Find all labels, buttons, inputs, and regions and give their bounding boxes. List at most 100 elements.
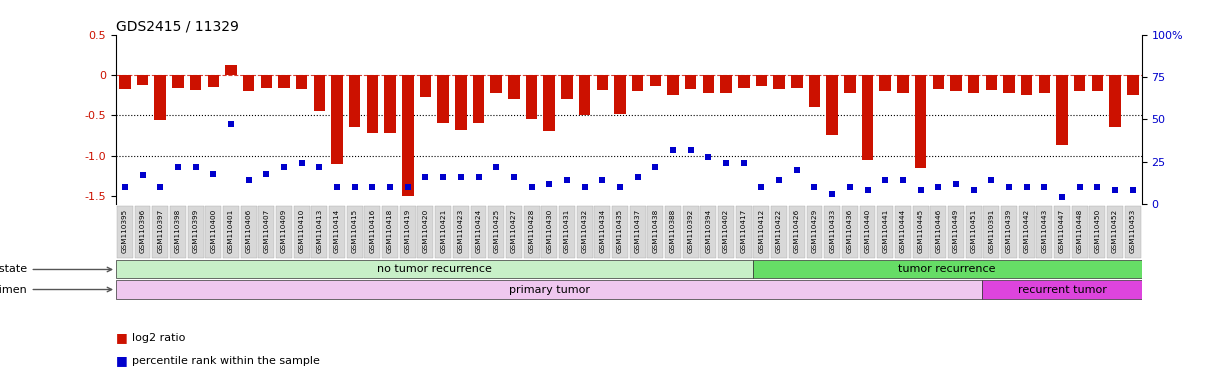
Bar	[614, 75, 625, 114]
FancyBboxPatch shape	[701, 206, 717, 258]
Text: GSM110388: GSM110388	[670, 209, 676, 253]
Text: GSM110436: GSM110436	[847, 209, 852, 253]
Text: GSM110450: GSM110450	[1094, 209, 1100, 253]
Text: GSM110412: GSM110412	[758, 209, 764, 253]
Bar	[543, 75, 556, 131]
Bar	[597, 75, 608, 90]
Text: GSM110448: GSM110448	[1077, 209, 1083, 253]
Text: GSM110391: GSM110391	[988, 209, 994, 253]
Text: GSM110415: GSM110415	[352, 209, 358, 253]
Bar	[1039, 75, 1050, 93]
Bar	[116, 280, 983, 298]
Text: GDS2415 / 11329: GDS2415 / 11329	[116, 20, 239, 33]
Text: GSM110441: GSM110441	[883, 209, 888, 253]
FancyBboxPatch shape	[382, 206, 398, 258]
FancyBboxPatch shape	[576, 206, 592, 258]
Text: ■: ■	[116, 331, 128, 344]
FancyBboxPatch shape	[418, 206, 433, 258]
Text: no tumor recurrence: no tumor recurrence	[377, 265, 492, 275]
FancyBboxPatch shape	[559, 206, 575, 258]
Bar	[579, 75, 591, 115]
Text: GSM110434: GSM110434	[600, 209, 606, 253]
Bar	[791, 75, 802, 88]
Text: GSM110418: GSM110418	[387, 209, 393, 253]
Text: GSM110414: GSM110414	[335, 209, 339, 253]
Text: GSM110392: GSM110392	[687, 209, 694, 253]
FancyBboxPatch shape	[453, 206, 469, 258]
Text: GSM110433: GSM110433	[829, 209, 835, 253]
Bar	[702, 75, 714, 93]
Bar	[331, 75, 343, 164]
FancyBboxPatch shape	[612, 206, 628, 258]
FancyBboxPatch shape	[860, 206, 875, 258]
Bar	[120, 75, 131, 89]
Text: GSM110430: GSM110430	[546, 209, 552, 253]
Bar	[437, 75, 449, 123]
FancyBboxPatch shape	[541, 206, 557, 258]
FancyBboxPatch shape	[223, 206, 239, 258]
Bar	[1074, 75, 1085, 91]
Bar	[1110, 75, 1121, 127]
Bar	[508, 75, 520, 99]
FancyBboxPatch shape	[134, 206, 150, 258]
FancyBboxPatch shape	[364, 206, 381, 258]
FancyBboxPatch shape	[470, 206, 486, 258]
Text: GSM110453: GSM110453	[1129, 209, 1136, 253]
FancyBboxPatch shape	[966, 206, 982, 258]
Text: GSM110410: GSM110410	[299, 209, 305, 253]
Text: GSM110409: GSM110409	[281, 209, 287, 253]
FancyBboxPatch shape	[188, 206, 204, 258]
Text: GSM110406: GSM110406	[245, 209, 252, 253]
Bar	[827, 75, 838, 136]
FancyBboxPatch shape	[983, 206, 999, 258]
FancyBboxPatch shape	[294, 206, 310, 258]
Text: GSM110447: GSM110447	[1059, 209, 1065, 253]
Text: GSM110452: GSM110452	[1112, 209, 1118, 253]
FancyBboxPatch shape	[524, 206, 540, 258]
Text: GSM110429: GSM110429	[812, 209, 818, 253]
Bar	[402, 75, 414, 196]
Text: GSM110407: GSM110407	[264, 209, 270, 253]
Bar	[526, 75, 537, 119]
Bar	[314, 75, 325, 111]
Bar	[295, 75, 308, 89]
Bar	[808, 75, 821, 107]
FancyBboxPatch shape	[912, 206, 928, 258]
Bar	[915, 75, 927, 168]
Bar	[985, 75, 998, 90]
Text: GSM110398: GSM110398	[175, 209, 181, 253]
FancyBboxPatch shape	[259, 206, 275, 258]
FancyBboxPatch shape	[877, 206, 894, 258]
FancyBboxPatch shape	[1018, 206, 1034, 258]
Text: GSM110432: GSM110432	[581, 209, 587, 253]
FancyBboxPatch shape	[665, 206, 681, 258]
FancyBboxPatch shape	[930, 206, 946, 258]
Text: GSM110446: GSM110446	[935, 209, 941, 253]
FancyBboxPatch shape	[1089, 206, 1105, 258]
Bar	[189, 75, 201, 90]
FancyBboxPatch shape	[241, 206, 256, 258]
Text: GSM110417: GSM110417	[741, 209, 747, 253]
Text: GSM110451: GSM110451	[971, 209, 977, 253]
Bar	[968, 75, 979, 93]
Bar	[950, 75, 962, 91]
Bar	[260, 75, 272, 88]
Text: GSM110400: GSM110400	[210, 209, 216, 253]
FancyBboxPatch shape	[842, 206, 858, 258]
Bar	[1127, 75, 1138, 95]
Text: GSM110394: GSM110394	[706, 209, 712, 253]
Text: GSM110443: GSM110443	[1042, 209, 1048, 253]
FancyBboxPatch shape	[807, 206, 823, 258]
FancyBboxPatch shape	[647, 206, 663, 258]
Text: GSM110420: GSM110420	[422, 209, 429, 253]
FancyBboxPatch shape	[772, 206, 788, 258]
FancyBboxPatch shape	[399, 206, 415, 258]
Text: GSM110402: GSM110402	[723, 209, 729, 253]
FancyBboxPatch shape	[753, 206, 769, 258]
FancyBboxPatch shape	[718, 206, 734, 258]
Bar	[862, 75, 873, 160]
Bar	[278, 75, 289, 88]
Text: GSM110422: GSM110422	[777, 209, 783, 253]
Bar	[208, 75, 219, 87]
Bar	[154, 75, 166, 120]
